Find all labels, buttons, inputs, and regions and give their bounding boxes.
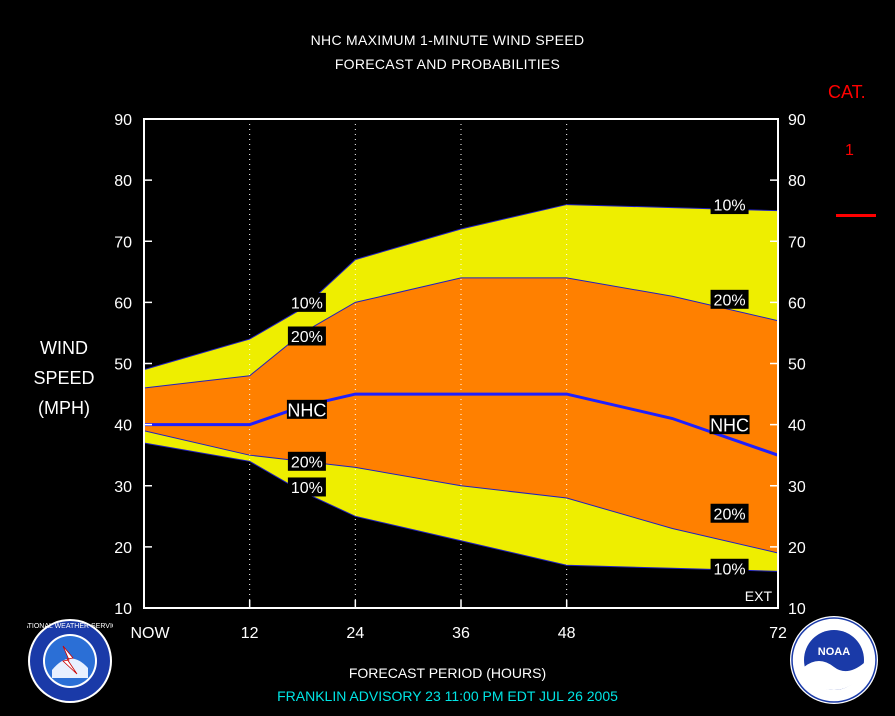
y-axis-label-line1: WIND xyxy=(40,338,88,358)
band-20-percent xyxy=(144,277,778,553)
x-tick-label-72: 72 xyxy=(769,625,787,642)
y-tick-label-left-50: 50 xyxy=(114,357,132,374)
svg-text:NATIONAL WEATHER SERVICE: NATIONAL WEATHER SERVICE xyxy=(27,623,113,630)
probability-label-9: 10% xyxy=(714,561,746,578)
label-box-0 xyxy=(287,292,326,312)
y-tick-label-right-40: 40 xyxy=(788,418,806,435)
label-box-7 xyxy=(709,415,750,435)
boundary-lower-20 xyxy=(143,430,779,554)
y-tick-label-left-30: 30 xyxy=(114,479,132,496)
x-tick-label-12: 12 xyxy=(241,625,259,642)
x-tick-label-36: 36 xyxy=(452,625,470,642)
y-tick-label-left-40: 40 xyxy=(114,418,132,435)
y-tick-label-right-90: 90 xyxy=(788,112,806,129)
probability-label-6: 20% xyxy=(714,292,746,309)
probability-label-2: NHC xyxy=(287,400,326,420)
y-tick-label-right-80: 80 xyxy=(788,173,806,190)
y-tick-label-left-60: 60 xyxy=(114,295,132,312)
x-tick-label-24: 24 xyxy=(346,625,364,642)
label-box-1 xyxy=(287,326,326,346)
label-box-9 xyxy=(710,558,749,578)
y-tick-label-right-60: 60 xyxy=(788,295,806,312)
y-tick-label-left-10: 10 xyxy=(114,601,132,618)
label-box-4 xyxy=(287,477,326,497)
y-tick-label-right-10: 10 xyxy=(788,601,806,618)
y-tick-label-right-70: 70 xyxy=(788,234,806,251)
category-label: CAT. xyxy=(828,82,866,102)
probability-label-8: 20% xyxy=(714,506,746,523)
label-box-3 xyxy=(287,451,326,471)
x-axis-label: FORECAST PERIOD (HOURS) xyxy=(348,665,547,681)
boundary-upper-20 xyxy=(143,277,779,389)
category-marker xyxy=(836,214,876,217)
y-tick-label-left-70: 70 xyxy=(114,234,132,251)
svg-text:NOAA: NOAA xyxy=(818,646,850,658)
y-axis-label-line3: (MPH) xyxy=(38,398,90,418)
chart-title-line1: NHC MAXIMUM 1-MINUTE WIND SPEED xyxy=(310,32,585,48)
probability-label-4: 10% xyxy=(291,480,323,497)
boundary-upper-10 xyxy=(143,204,779,371)
probability-label-7: NHC xyxy=(710,416,749,436)
probability-label-5: 10% xyxy=(714,198,746,215)
noaa-logo-icon: NOAA xyxy=(790,616,878,704)
probability-label-0: 10% xyxy=(291,295,323,312)
y-tick-label-left-20: 20 xyxy=(114,540,132,557)
label-box-2 xyxy=(286,399,327,419)
chart-title-line2: FORECAST AND PROBABILITIES xyxy=(334,56,561,72)
y-tick-label-left-80: 80 xyxy=(114,173,132,190)
y-tick-label-right-50: 50 xyxy=(788,357,806,374)
x-tick-label-0: NOW xyxy=(130,625,170,642)
label-box-6 xyxy=(710,289,749,309)
label-box-5 xyxy=(710,195,749,215)
nhc-forecast-line xyxy=(144,392,779,457)
probability-label-1: 20% xyxy=(291,329,323,346)
y-tick-label-right-30: 30 xyxy=(788,479,806,496)
label-box-8 xyxy=(710,503,749,523)
category-value: 1 xyxy=(845,142,854,159)
y-axis-label-line2: SPEED xyxy=(33,368,95,388)
boundary-lower-10 xyxy=(143,442,779,572)
nws-logo-icon: NATIONAL WEATHER SERVICE xyxy=(27,619,113,703)
y-tick-label-left-90: 90 xyxy=(114,112,132,129)
x-tick-label-48: 48 xyxy=(558,625,576,642)
probability-label-3: 20% xyxy=(291,454,323,471)
advisory-line: FRANKLIN ADVISORY 23 11:00 PM EDT JUL 26… xyxy=(277,688,618,704)
y-tick-label-right-20: 20 xyxy=(788,540,806,557)
ext-label: EXT xyxy=(745,588,773,604)
